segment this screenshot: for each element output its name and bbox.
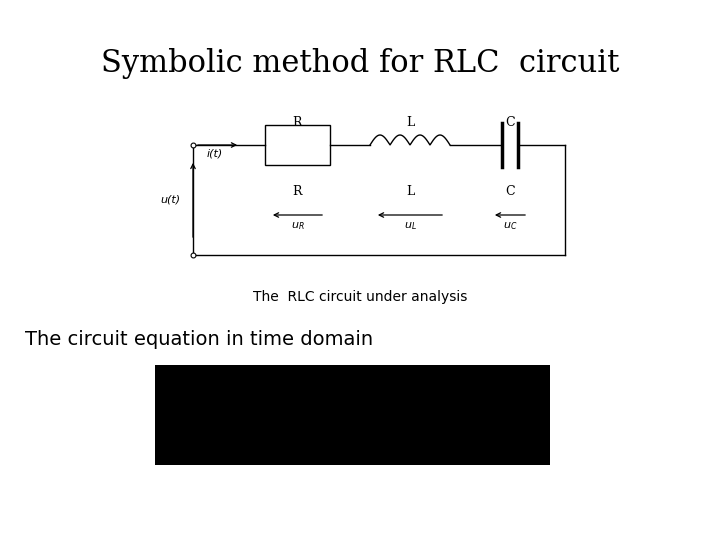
Text: C: C bbox=[505, 116, 515, 129]
Text: Symbolic method for RLC  circuit: Symbolic method for RLC circuit bbox=[101, 48, 619, 79]
Text: L: L bbox=[406, 185, 414, 198]
Text: $u_R$: $u_R$ bbox=[291, 220, 305, 232]
Text: The circuit equation in time domain: The circuit equation in time domain bbox=[25, 330, 373, 349]
Text: R: R bbox=[293, 185, 302, 198]
Text: $u_C$: $u_C$ bbox=[503, 220, 517, 232]
Text: u(t): u(t) bbox=[160, 195, 180, 205]
Text: L: L bbox=[406, 116, 414, 129]
Text: R: R bbox=[293, 116, 302, 129]
Text: i(t): i(t) bbox=[207, 149, 223, 159]
Text: $u_L$: $u_L$ bbox=[403, 220, 416, 232]
Bar bbox=[265, 125, 330, 165]
Text: C: C bbox=[505, 185, 515, 198]
Bar bbox=[155, 365, 550, 465]
Text: The  RLC circuit under analysis: The RLC circuit under analysis bbox=[253, 290, 467, 304]
